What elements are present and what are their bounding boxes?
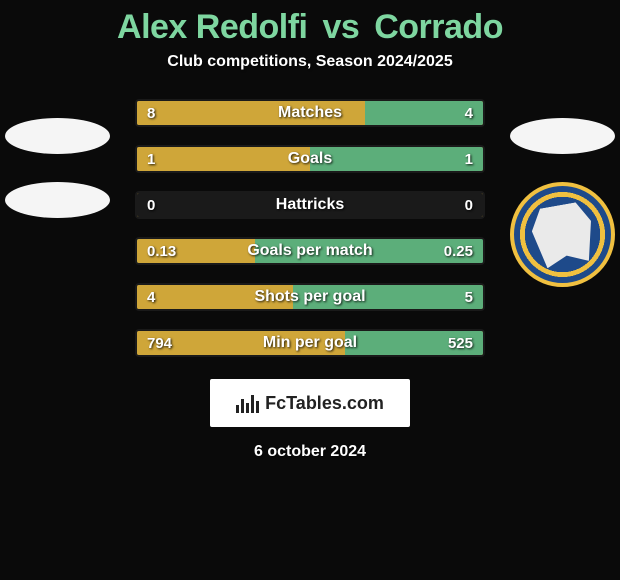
stat-value-right: 0 <box>465 197 473 214</box>
stat-value-left: 0 <box>147 197 155 214</box>
stat-row: 1 Goals 1 <box>135 145 485 173</box>
stat-label: Goals <box>288 150 332 168</box>
stat-value-right: 4 <box>465 105 473 122</box>
stat-value-left: 794 <box>147 335 172 352</box>
stat-row: 794 Min per goal 525 <box>135 329 485 357</box>
date-label: 6 october 2024 <box>254 443 366 461</box>
stat-row: 4 Shots per goal 5 <box>135 283 485 311</box>
page-title: Alex Redolfi vs Corrado <box>117 8 503 47</box>
stat-value-left: 1 <box>147 151 155 168</box>
player1-crest-column <box>0 118 115 218</box>
stat-label: Min per goal <box>263 334 357 352</box>
stat-label: Hattricks <box>276 196 344 214</box>
stat-value-right: 5 <box>465 289 473 306</box>
player2-name: Corrado <box>374 8 503 46</box>
stat-value-right: 1 <box>465 151 473 168</box>
subtitle: Club competitions, Season 2024/2025 <box>167 53 452 71</box>
brescia-club-badge <box>510 182 615 287</box>
stat-label: Goals per match <box>247 242 372 260</box>
player1-name: Alex Redolfi <box>117 8 307 46</box>
stats-rows: 8 Matches 4 1 Goals 1 0 Hattricks 0 0.13 Goals per… <box>135 99 485 357</box>
stat-label: Shots per goal <box>254 288 365 306</box>
comparison-card: Alex Redolfi vs Corrado Club competition… <box>0 0 620 461</box>
stat-label: Matches <box>278 104 342 122</box>
player1-photo-placeholder <box>5 118 110 154</box>
stat-value-left: 4 <box>147 289 155 306</box>
stat-value-left: 8 <box>147 105 155 122</box>
stat-fill-left <box>137 147 310 171</box>
vs-label: vs <box>322 8 359 46</box>
stat-fill-right <box>310 147 483 171</box>
player1-club-placeholder <box>5 182 110 218</box>
bars-icon <box>236 393 259 413</box>
player2-photo-placeholder <box>510 118 615 154</box>
branding-box: FcTables.com <box>210 379 410 427</box>
stat-row: 0.13 Goals per match 0.25 <box>135 237 485 265</box>
stat-value-right: 525 <box>448 335 473 352</box>
stat-value-left: 0.13 <box>147 243 176 260</box>
stat-row: 0 Hattricks 0 <box>135 191 485 219</box>
stat-row: 8 Matches 4 <box>135 99 485 127</box>
player2-crest-column <box>505 118 620 287</box>
stat-value-right: 0.25 <box>444 243 473 260</box>
branding-text: FcTables.com <box>265 393 384 414</box>
